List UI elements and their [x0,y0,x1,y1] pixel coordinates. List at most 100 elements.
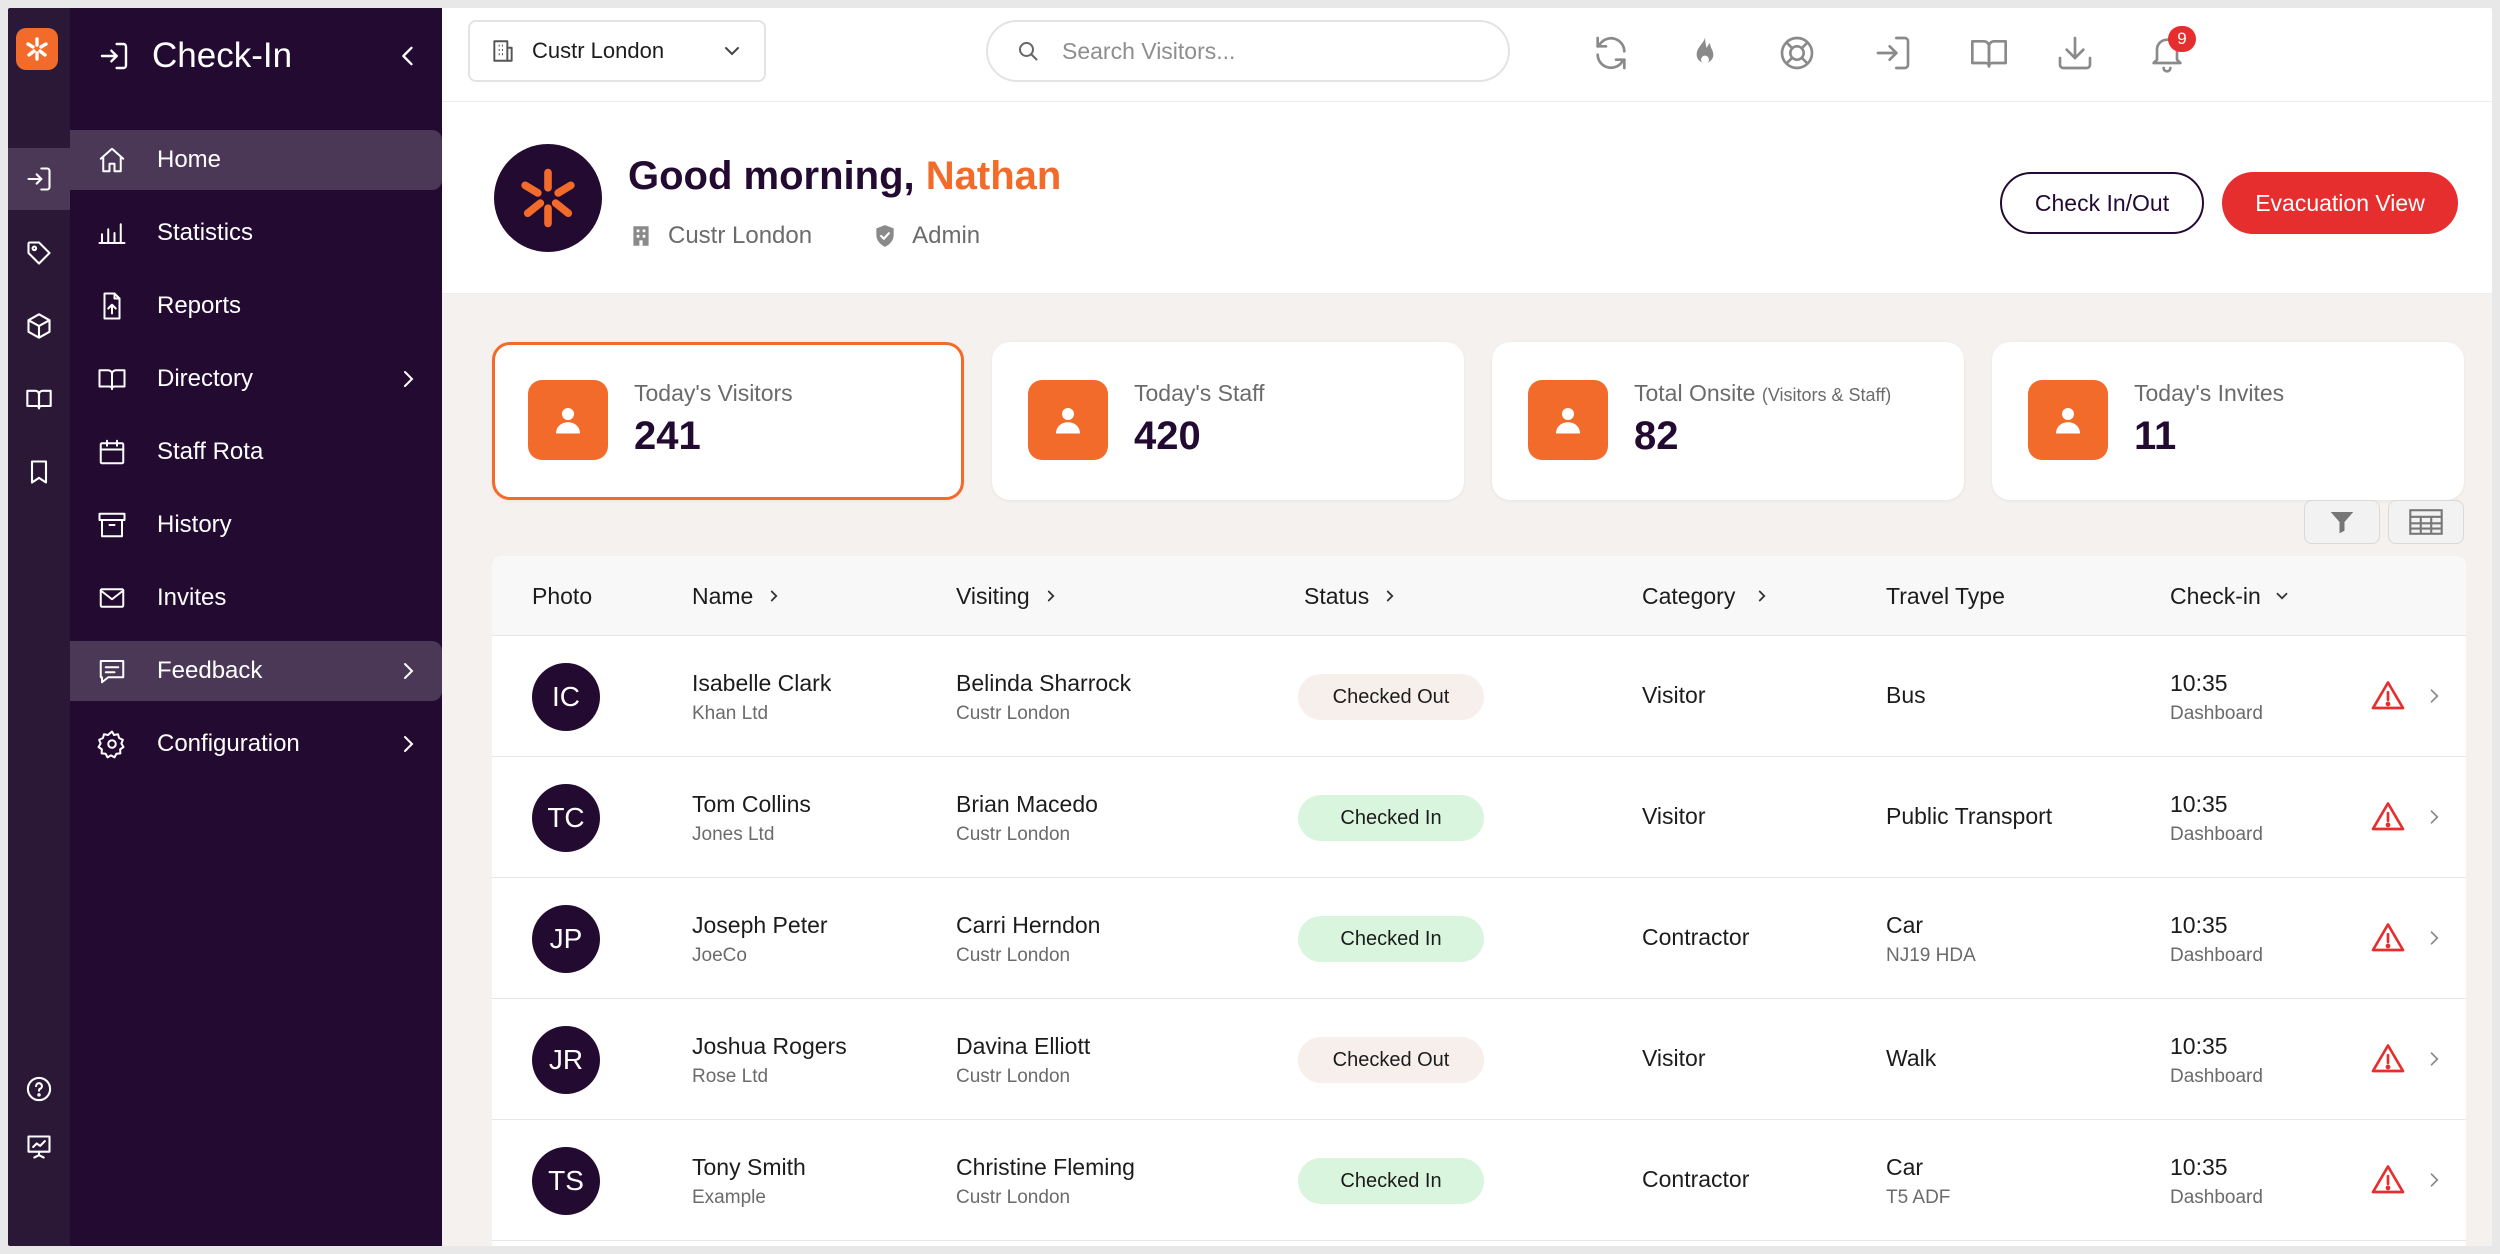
greeting-panel: Good morning, Nathan Custr London Admin … [442,102,2492,294]
warning-icon[interactable] [2370,1162,2406,1198]
visitor-name: Joseph Peter [692,912,828,938]
chevron-right-icon[interactable] [2424,686,2444,706]
host-name: Christine Fleming [956,1154,1135,1180]
category-cell: Contractor [1642,924,1750,950]
chevron-right-icon[interactable] [2424,1170,2444,1190]
table-row[interactable]: TS Tony Smith Example Christine Fleming Cust… [492,1120,2466,1241]
travel-cell: Car NJ19 HDA [1886,912,1976,967]
download-icon[interactable] [2052,30,2098,76]
travel-detail: T5 ADF [1886,1187,1951,1208]
sidebar-item-statistics[interactable]: Statistics [70,203,442,263]
travel-type: Bus [1886,682,1926,708]
warning-icon[interactable] [2370,920,2406,956]
sidebar-item-invites[interactable]: Invites [70,568,442,628]
sidebar-item-directory[interactable]: Directory [70,349,442,409]
avatar: TS [532,1147,600,1215]
header-category[interactable]: Category [1642,556,1771,636]
book-icon[interactable] [8,368,70,430]
sidebar-item-feedback[interactable]: Feedback [70,641,442,701]
chevron-right-icon[interactable] [2424,928,2444,948]
sign-in-icon[interactable] [1870,30,1916,76]
search-icon [1016,39,1040,63]
evacuation-view-button[interactable]: Evacuation View [2222,172,2458,234]
host-site: Custr London [956,703,1071,724]
stat-label-text: Total Onsite [1634,380,1762,406]
visiting-cell: Christine Fleming Custr London [956,1154,1135,1209]
notification-badge: 9 [2168,26,2196,52]
bell-icon[interactable]: 9 [2144,26,2196,76]
stat-label-text: Today's Staff [1134,380,1265,406]
refresh-icon[interactable] [1588,30,1634,76]
icon-rail [8,8,70,1246]
stat-value: 241 [634,414,701,458]
status-badge: Checked In [1298,1158,1484,1204]
table-row[interactable]: JR Joshua Rogers Rose Ltd Davina Elliott Cus… [492,999,2466,1120]
bookmark-icon[interactable] [8,441,70,503]
warning-icon[interactable] [2370,799,2406,835]
visitor-company: JoeCo [692,945,747,966]
check-in-source: Dashboard [2170,824,2263,845]
presentation-icon[interactable] [8,1116,70,1178]
help-icon[interactable] [8,1058,70,1120]
avatar: IC [532,663,600,731]
visitor-name: Isabelle Clark [692,670,832,696]
sidebar-item-label: Feedback [157,657,263,684]
table-row[interactable]: TC Tom Collins Jones Ltd Brian Macedo Custr … [492,757,2466,878]
filter-button[interactable] [2304,500,2380,544]
chat-icon [95,654,129,688]
check-in-out-button[interactable]: Check In/Out [2000,172,2204,234]
sidebar-item-staff-rota[interactable]: Staff Rota [70,422,442,482]
chevron-down-icon [720,39,744,63]
check-in-time: 10:35 [2170,670,2228,696]
user-icon [1528,380,1608,460]
stat-label: Today's Staff [1134,380,1265,407]
host-name: Davina Elliott [956,1033,1091,1059]
bar-chart-icon [95,216,129,250]
visitor-name: Tom Collins [692,791,811,817]
warning-icon[interactable] [2370,678,2406,714]
visitors-table: Photo Name Visiting Status Category Trav… [492,556,2466,1246]
stat-card[interactable]: Total Onsite (Visitors & Staff) 82 [1492,342,1964,500]
host-site: Custr London [956,945,1071,966]
user-name: Nathan [925,154,1062,198]
sidebar-item-label: Directory [157,365,254,392]
table-row[interactable]: JP Joseph Peter JoeCo Carri Herndon Custr Lo… [492,878,2466,999]
search-input[interactable] [1062,37,1480,65]
sidebar-item-label: Staff Rota [157,438,264,465]
header-visiting[interactable]: Visiting [956,556,1060,636]
visiting-cell: Brian Macedo Custr London [956,791,1098,846]
app-logo-icon[interactable] [16,28,58,70]
header-check-in[interactable]: Check-in [2170,556,2291,636]
box-icon[interactable] [8,295,70,357]
table-view-button[interactable] [2388,500,2464,544]
collapse-sidebar-icon[interactable] [394,42,422,70]
sidebar-item-history[interactable]: History [70,495,442,555]
sidebar-item-configuration[interactable]: Configuration [70,714,442,774]
header-status[interactable]: Status [1304,556,1399,636]
travel-detail: NJ19 HDA [1886,945,1976,966]
avatar: JP [532,905,600,973]
location-select[interactable]: Custr London [468,20,766,82]
chevron-right-icon[interactable] [2424,807,2444,827]
check-in-icon[interactable] [8,148,70,210]
table-row[interactable]: IC Isabelle Clark Khan Ltd Belinda Sharrock… [492,636,2466,757]
warning-icon[interactable] [2370,1041,2406,1077]
check-in-source: Dashboard [2170,1187,2263,1208]
chevron-right-icon[interactable] [2424,1049,2444,1069]
check-in-time: 10:35 [2170,1154,2228,1180]
stat-card[interactable]: Today's Staff 420 [992,342,1464,500]
header-name[interactable]: Name [692,556,783,636]
stat-card[interactable]: Today's Invites 11 [1992,342,2464,500]
fire-icon[interactable] [1682,30,1728,76]
check-in-cell: 10:35 Dashboard [2170,670,2263,725]
stat-label-text: Today's Visitors [634,380,793,406]
book-open-icon[interactable] [1966,30,2012,76]
travel-cell: Car T5 ADF [1886,1154,1950,1209]
sidebar-item-home[interactable]: Home [70,130,442,190]
stat-card[interactable]: Today's Visitors 241 [492,342,964,500]
tag-icon[interactable] [8,222,70,284]
sidebar-item-reports[interactable]: Reports [70,276,442,336]
chevron-right-icon [1759,590,1766,602]
lifebuoy-icon[interactable] [1774,30,1820,76]
status-badge: Checked In [1298,916,1484,962]
